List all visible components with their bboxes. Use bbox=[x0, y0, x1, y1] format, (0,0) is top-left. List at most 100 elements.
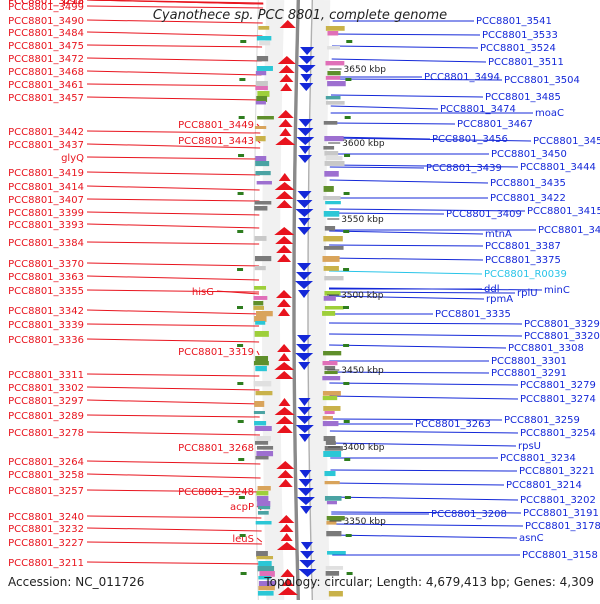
forward-gene-arrow bbox=[276, 200, 293, 208]
cog-block-outer bbox=[254, 126, 267, 130]
track-ticks bbox=[237, 40, 353, 575]
reverse-gene-arrow bbox=[298, 479, 313, 487]
cog-block-outer bbox=[256, 451, 274, 457]
track-tick bbox=[345, 78, 352, 81]
leader-right-46 bbox=[331, 523, 524, 527]
leader-left-41 bbox=[256, 537, 263, 543]
cog-block-outer bbox=[256, 96, 268, 102]
cog-block-inner bbox=[324, 306, 344, 310]
leader-left-31 bbox=[86, 431, 260, 436]
forward-gene-arrow bbox=[277, 254, 292, 262]
ruler-label: 3550 kbp bbox=[341, 215, 384, 225]
cog-block-outer bbox=[257, 91, 270, 97]
track-tick bbox=[238, 458, 245, 461]
reverse-gene-arrow bbox=[300, 506, 313, 514]
genome-summary: Topology: circular; Length: 4,679,413 bp… bbox=[264, 575, 594, 589]
cog-block-inner bbox=[325, 441, 336, 445]
gene-label-right: rplU bbox=[517, 288, 538, 299]
reverse-gene-arrow bbox=[299, 470, 312, 478]
leader-left-36 bbox=[86, 489, 261, 493]
forward-gene-arrow bbox=[280, 533, 293, 541]
cog-block-outer bbox=[258, 576, 271, 580]
track-tick bbox=[343, 192, 350, 195]
cog-block-outer bbox=[256, 36, 272, 41]
forward-gene-arrow bbox=[277, 56, 296, 64]
leader-right-6 bbox=[330, 94, 484, 98]
gene-label-right: PCC8801_3387 bbox=[485, 241, 561, 252]
ruler-label: 3400 kbp bbox=[342, 443, 385, 453]
reverse-gene-arrow bbox=[298, 569, 317, 577]
cog-block-inner bbox=[326, 516, 345, 521]
cog-block-outer bbox=[255, 441, 269, 445]
leader-left-4 bbox=[86, 57, 262, 62]
gene-label-left: PCC8801_3475 bbox=[8, 41, 84, 52]
track-tick bbox=[237, 230, 244, 233]
gene-label-right: minC bbox=[544, 285, 570, 296]
gene-label-right: PCC8801_3279 bbox=[520, 380, 596, 391]
cog-block-outer bbox=[254, 201, 272, 205]
reverse-gene-arrow bbox=[298, 56, 315, 64]
leader-left-23 bbox=[86, 309, 260, 315]
leader-right-47 bbox=[331, 534, 518, 539]
cog-block-outer bbox=[257, 446, 274, 450]
leader-left-5 bbox=[86, 70, 262, 76]
gene-label-left: leuS bbox=[232, 534, 254, 545]
leader-right-39 bbox=[330, 442, 517, 447]
cog-block-inner bbox=[325, 101, 345, 105]
forward-gene-arrow bbox=[279, 74, 294, 82]
cog-block-outer bbox=[258, 506, 271, 510]
reverse-gene-arrow bbox=[299, 560, 316, 568]
gene-label-right: PCC8801_3301 bbox=[491, 356, 567, 367]
gene-label-left: PCC8801_3213 bbox=[8, 0, 84, 7]
reverse-gene-arrow bbox=[297, 65, 316, 73]
forward-gene-arrow bbox=[275, 236, 294, 244]
leader-left-29 bbox=[86, 399, 260, 405]
gene-label-right: PCC8801_3456 bbox=[432, 134, 508, 145]
gene-label-left: PCC8801_3414 bbox=[8, 182, 84, 193]
gene-label-right: PCC8801_3467 bbox=[457, 119, 533, 130]
reverse-gene-arrow bbox=[298, 434, 311, 442]
cog-block-outer bbox=[255, 161, 270, 167]
leader-right-17 bbox=[329, 212, 445, 215]
track-tick bbox=[239, 78, 246, 81]
forward-gene-arrow bbox=[279, 128, 292, 136]
cog-block-inner bbox=[324, 291, 341, 296]
leader-left-16 bbox=[86, 211, 260, 216]
gene-label-left: PCC8801_3457 bbox=[8, 93, 84, 104]
leader-right-19 bbox=[329, 230, 484, 235]
cog-block-outer bbox=[256, 181, 272, 185]
cog-block-inner bbox=[326, 501, 337, 505]
reverse-gene-arrow bbox=[300, 542, 313, 550]
leader-right-22 bbox=[329, 257, 484, 261]
cog-block-outer bbox=[255, 101, 266, 105]
leader-left-9 bbox=[86, 130, 261, 134]
gene-label-right: PCC8801_3439 bbox=[426, 163, 502, 174]
forward-gene-arrow bbox=[275, 191, 294, 199]
leader-right-9 bbox=[330, 122, 456, 125]
leader-right-1 bbox=[332, 33, 481, 36]
leader-left-18 bbox=[86, 241, 260, 245]
gene-label-right: PCC8801_3208 bbox=[431, 509, 507, 520]
cog-block-inner bbox=[324, 151, 339, 156]
forward-gene-arrow bbox=[278, 398, 291, 406]
cog-block-inner bbox=[322, 421, 339, 427]
forward-gene-arrow bbox=[274, 362, 295, 370]
cog-block-inner bbox=[325, 61, 345, 66]
forward-gene-arrow bbox=[280, 569, 295, 577]
gene-label-left: PCC8801_3437 bbox=[8, 140, 84, 151]
leader-right-21 bbox=[329, 244, 484, 247]
cog-block-inner bbox=[322, 416, 333, 420]
gene-label-left: PCC8801_3302 bbox=[8, 383, 84, 394]
forward-gene-arrow bbox=[278, 65, 295, 73]
cog-block-outer bbox=[253, 361, 269, 366]
gene-label-right: PCC8801_3524 bbox=[480, 43, 556, 54]
gene-label-left: PCC8801_3419 bbox=[8, 168, 84, 179]
reverse-gene-arrow bbox=[296, 344, 313, 352]
leader-right-30 bbox=[329, 333, 523, 337]
gene-label-right: PCC8801_3415 bbox=[527, 206, 600, 217]
ruler: 3650 kbp 3600 kbp 3550 kbp 3500 kbp 3450 kbp… bbox=[327, 65, 386, 527]
cog-block-inner bbox=[324, 366, 336, 371]
forward-gene-arrow bbox=[281, 578, 294, 586]
leader-right-15 bbox=[329, 179, 489, 184]
